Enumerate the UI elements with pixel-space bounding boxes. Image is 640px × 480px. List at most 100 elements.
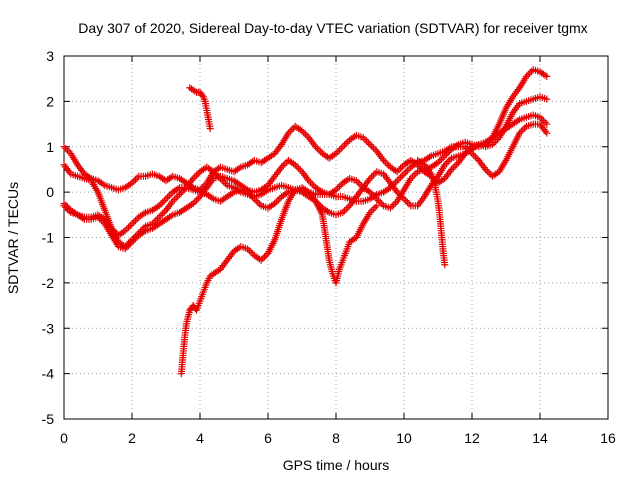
data-point (344, 203, 352, 211)
data-point (176, 190, 184, 198)
data-point (443, 159, 450, 167)
data-point (471, 153, 479, 161)
data-point (369, 205, 377, 213)
data-point (352, 177, 360, 185)
data-point (126, 222, 134, 230)
y-axis-label: SDTVAR / TECUs (5, 182, 21, 294)
data-point (60, 143, 68, 151)
data-point (128, 238, 136, 246)
data-point (131, 216, 139, 224)
data-point (543, 95, 551, 103)
data-point (128, 220, 136, 228)
y-tick-label: -5 (42, 411, 55, 427)
data-point (65, 148, 73, 156)
data-point (409, 173, 416, 181)
data-point (308, 180, 316, 188)
data-point (317, 187, 325, 195)
data-point (259, 254, 267, 262)
series-track-7 (414, 156, 449, 269)
data-point (262, 182, 270, 190)
data-point (342, 205, 350, 213)
data-point (466, 148, 474, 156)
data-point (278, 163, 286, 171)
data-point (397, 164, 405, 172)
data-point (375, 197, 382, 205)
grid (64, 56, 608, 419)
data-point (99, 180, 107, 188)
data-point (369, 192, 377, 200)
data-point (189, 175, 197, 183)
data-point (371, 203, 379, 211)
data-point (538, 115, 546, 123)
x-tick-label: 16 (600, 430, 616, 446)
data-point (334, 148, 342, 156)
y-tick-label: -1 (42, 230, 55, 246)
data-point (249, 193, 257, 201)
data-point (130, 218, 138, 226)
data-point (541, 118, 549, 126)
data-point (434, 159, 442, 167)
data-point (160, 197, 168, 205)
data-point (426, 153, 433, 161)
data-point (128, 179, 136, 187)
data-point (543, 72, 551, 80)
series-track-6 (186, 84, 214, 133)
data-point (381, 158, 389, 166)
data-point (194, 194, 202, 202)
data-point (398, 172, 406, 180)
data-point (337, 144, 345, 152)
x-tick-label: 6 (264, 430, 272, 446)
data-point (228, 189, 236, 197)
data-point (483, 139, 491, 147)
data-point (449, 164, 457, 172)
data-point (315, 146, 323, 154)
data-point (470, 151, 478, 159)
data-point (482, 140, 490, 148)
data-point (210, 168, 218, 176)
data-point (441, 161, 449, 169)
data-point (62, 144, 70, 152)
data-point (543, 129, 551, 137)
x-tick-label: 4 (196, 430, 204, 446)
data-point (133, 174, 141, 182)
data-point (536, 113, 544, 121)
data-point (154, 215, 161, 223)
data-point (252, 197, 260, 205)
data-point (159, 210, 167, 218)
data-point (388, 182, 396, 190)
data-point (363, 137, 371, 145)
data-point (364, 139, 372, 147)
data-point (539, 117, 547, 125)
data-point (130, 236, 138, 244)
data-point (300, 129, 308, 137)
data-point (140, 210, 148, 218)
data-point (403, 198, 411, 206)
data-point (482, 165, 490, 173)
data-point (393, 168, 401, 176)
x-tick-label: 8 (332, 430, 340, 446)
data-point (242, 185, 250, 193)
series-track-4 (60, 66, 551, 253)
x-tick-label: 2 (128, 430, 136, 446)
data-point (198, 91, 206, 99)
data-point (215, 266, 223, 274)
data-point (446, 156, 454, 164)
data-point (437, 155, 445, 163)
data-point (392, 178, 399, 186)
data-point (468, 150, 476, 158)
data-point (273, 198, 280, 206)
data-point (341, 141, 348, 149)
data-point (295, 164, 303, 172)
data-point (262, 251, 270, 259)
data-point (172, 194, 180, 202)
data-point (373, 202, 381, 210)
data-point (366, 175, 374, 183)
y-tick-label: 3 (46, 48, 54, 64)
y-tick-label: 0 (46, 184, 54, 200)
data-point (96, 215, 104, 223)
data-point (361, 135, 369, 143)
data-point (339, 143, 347, 151)
data-point (368, 207, 376, 215)
data-point (514, 117, 522, 125)
